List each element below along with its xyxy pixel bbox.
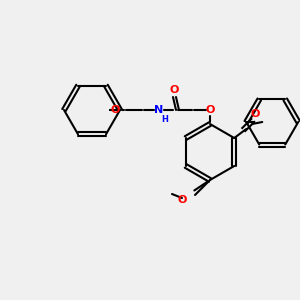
Text: N: N: [154, 105, 164, 115]
Text: O: O: [250, 109, 260, 119]
Text: O: O: [110, 105, 120, 115]
Text: H: H: [162, 115, 168, 124]
Text: O: O: [205, 105, 215, 115]
Text: O: O: [169, 85, 179, 95]
Text: O: O: [177, 195, 187, 205]
